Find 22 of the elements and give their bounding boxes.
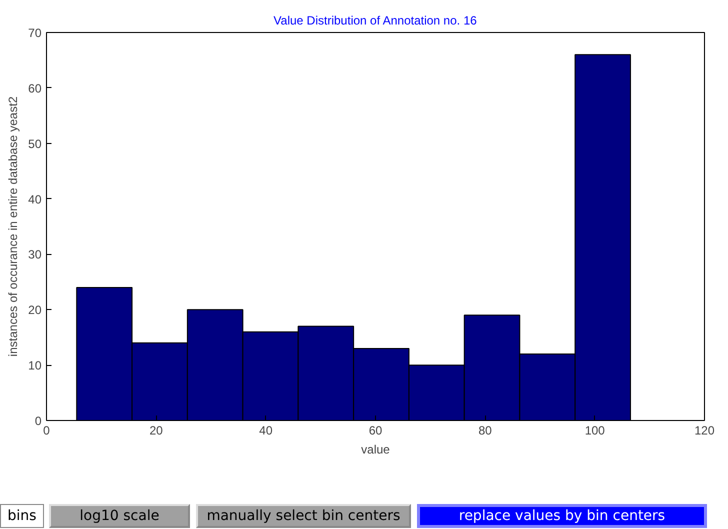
x-tick-label: 0 — [43, 424, 50, 438]
y-tick-label: 40 — [28, 192, 42, 206]
text: manually select bin centers — [196, 504, 411, 528]
x-axis-title: value — [361, 442, 390, 456]
x-tick-label: 40 — [259, 424, 273, 438]
x-tick-label: 60 — [368, 424, 382, 438]
text: replace values by bin centers — [417, 504, 707, 528]
text: bins — [0, 504, 44, 528]
y-tick-label: 30 — [28, 248, 42, 262]
y-tick-label: 20 — [28, 303, 42, 318]
x-tick-label: 80 — [478, 424, 492, 438]
text: log10 scale — [49, 504, 190, 528]
y-tick-label: 10 — [28, 358, 42, 373]
x-tick-label: 100 — [584, 424, 606, 438]
x-tick-label: 120 — [694, 424, 715, 438]
y-tick-label: 50 — [28, 136, 42, 151]
y-tick-label: 60 — [28, 81, 42, 96]
y-tick-label: 0 — [34, 414, 42, 428]
y-axis-title: instances of occurance in entire database yeast2 — [6, 96, 20, 357]
chart-title: Value Distribution of Annotation no. 16 — [274, 14, 478, 28]
x-tick-label: 20 — [149, 424, 164, 438]
y-tick-label: 70 — [28, 26, 42, 40]
